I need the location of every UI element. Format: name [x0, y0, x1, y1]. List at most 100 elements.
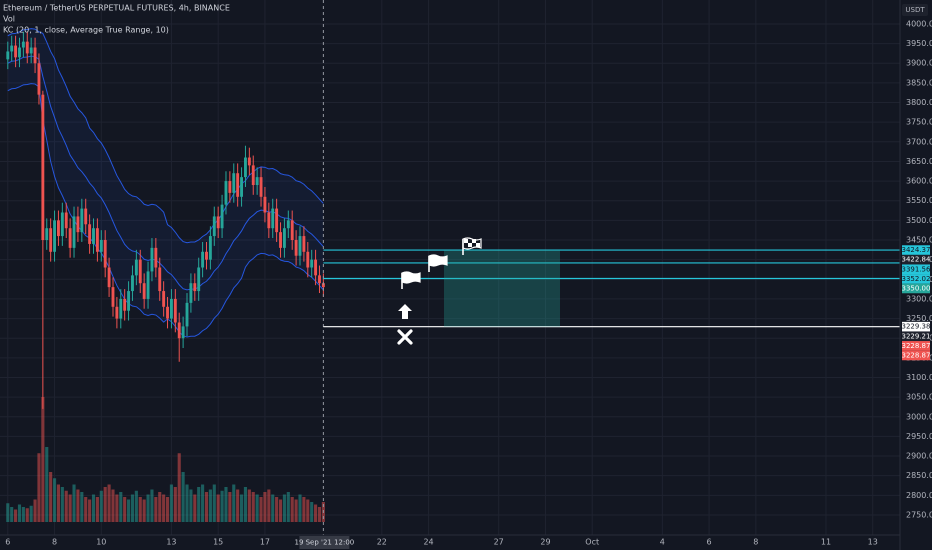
crosshair-label-bg	[299, 536, 350, 549]
candle-body	[255, 177, 259, 186]
candle-body	[228, 181, 232, 193]
volume-bar	[275, 497, 279, 522]
y-tick-label: 2950.00	[906, 432, 932, 441]
keltner-channel	[7, 28, 324, 338]
candle-body	[72, 216, 76, 248]
volume-bar	[41, 397, 45, 522]
candle-body	[267, 212, 271, 229]
volume-bar	[76, 489, 80, 522]
price-label: 3229.38	[902, 323, 931, 331]
candle-body	[14, 45, 18, 58]
volume-bar	[21, 507, 25, 522]
volume-bar	[150, 489, 154, 522]
volume-bar	[251, 492, 255, 522]
currency-badge[interactable]	[902, 4, 928, 16]
volume-bar	[103, 487, 107, 522]
candle-body	[49, 228, 53, 252]
volume-bar	[317, 507, 322, 522]
candle-body	[193, 283, 197, 292]
volume-pane	[6, 397, 325, 522]
candle-body	[310, 259, 314, 268]
currency[interactable]: USDT	[905, 6, 925, 14]
volume-bar	[271, 494, 275, 522]
candles	[6, 31, 325, 409]
volume-bar	[169, 484, 173, 522]
chart-title: Ethereum / TetherUS PERPETUAL FUTURES, 4…	[3, 4, 230, 13]
candle-body	[212, 216, 216, 237]
price-label-bg	[902, 341, 930, 351]
volume-bar	[68, 494, 72, 522]
volume-bar	[127, 499, 131, 522]
price-label-bg	[902, 321, 930, 332]
candle-body	[275, 208, 279, 233]
candle-body	[177, 322, 181, 339]
candle-body	[95, 228, 99, 252]
candle-body	[306, 251, 310, 268]
candle-body	[25, 41, 29, 54]
candle-body	[166, 306, 169, 319]
volume-bar	[177, 453, 181, 522]
y-tick-label: 3450.00	[906, 236, 932, 245]
y-tick-label: 3900.00	[906, 59, 932, 68]
volume-bar	[314, 504, 318, 522]
candle-body	[247, 157, 251, 166]
candle-body	[37, 63, 41, 95]
volume-bar	[247, 489, 251, 522]
flag	[428, 254, 448, 267]
x-tick-label: 8	[753, 538, 758, 547]
volume-bar	[45, 447, 49, 522]
volume-bar	[29, 505, 33, 522]
cross	[397, 329, 413, 345]
candle-body	[18, 47, 21, 58]
flag	[462, 237, 482, 250]
volume-bar	[302, 497, 306, 522]
price-label: 3228.87	[902, 351, 931, 359]
volume-bar	[25, 508, 29, 522]
y-tick-label: 3750.00	[906, 118, 932, 127]
price-label: 3391.56	[902, 265, 931, 273]
volume-bar	[115, 494, 119, 522]
candle-body	[224, 181, 228, 205]
volume-bar	[158, 492, 162, 522]
volume-bar	[259, 497, 263, 522]
volume-bar	[17, 504, 22, 522]
price-label: 3422.84	[902, 256, 931, 264]
volume-bar	[146, 494, 150, 522]
y-tick-label: 3300.00	[906, 294, 932, 303]
volume-bar	[212, 484, 216, 522]
volume-bar	[72, 484, 76, 522]
volume-bar	[240, 494, 244, 522]
candle-body	[282, 228, 286, 248]
price-label-bg	[902, 264, 930, 275]
volume-bar	[232, 484, 236, 522]
price-label-bg	[902, 331, 930, 342]
price-label-bg	[902, 350, 930, 361]
x-tick-label: 4	[660, 538, 665, 547]
x-tick-label: 11	[821, 538, 831, 547]
x-tick-label: 10	[96, 538, 106, 547]
x-tick-label: 13	[868, 538, 878, 547]
candle-body	[220, 204, 224, 229]
candle-body	[279, 232, 282, 248]
volume-bar	[282, 494, 286, 522]
trade-overlay	[322, 0, 900, 535]
volume-bar	[154, 497, 158, 522]
volume-bar	[49, 472, 53, 522]
volume-bar	[165, 497, 170, 522]
y-tick-label: 2750.00	[906, 510, 932, 519]
candle-body	[298, 236, 302, 256]
x-tick-label: 15	[213, 538, 223, 547]
y-tick-label: 3550.00	[906, 196, 932, 205]
candle-body	[162, 291, 166, 307]
candle-body	[84, 208, 88, 225]
candle-body	[115, 306, 119, 319]
candle-body	[99, 240, 103, 252]
y-tick-label: 3650.00	[906, 157, 932, 166]
candle-body	[80, 208, 84, 233]
candle-body	[259, 177, 263, 197]
volume-bar	[33, 499, 37, 522]
candle-body	[205, 251, 208, 260]
volume-bar	[138, 497, 142, 522]
volume-bar	[119, 492, 123, 522]
